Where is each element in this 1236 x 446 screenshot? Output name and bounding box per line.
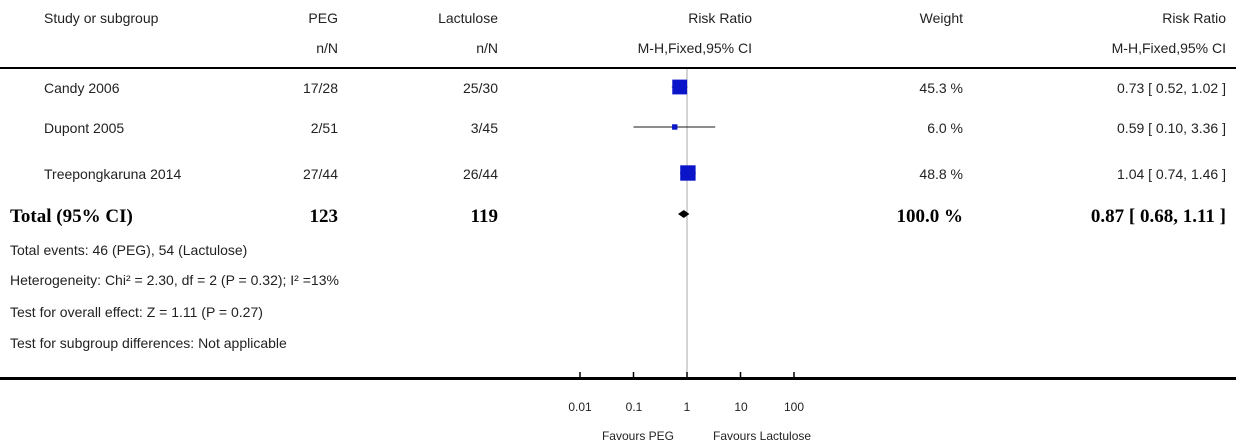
study-name: Candy 2006 bbox=[44, 80, 120, 96]
tick-label: 10 bbox=[734, 400, 748, 414]
header-study: Study or subgroup bbox=[44, 10, 159, 26]
header-risk-ratio-plot-sub: M-H,Fixed,95% CI bbox=[637, 40, 752, 56]
peg-events: 17/28 bbox=[302, 80, 338, 96]
study-ci: 0.59 [ 0.10, 3.36 ] bbox=[1117, 120, 1226, 136]
study-weight: 48.8 % bbox=[919, 166, 963, 182]
study-ci: 1.04 [ 0.74, 1.46 ] bbox=[1117, 166, 1226, 182]
header-peg-sub: n/N bbox=[316, 40, 338, 56]
tick-label: 0.1 bbox=[625, 400, 643, 414]
header-risk-ratio-plot: Risk Ratio bbox=[688, 10, 752, 26]
header-weight: Weight bbox=[919, 10, 963, 26]
pooled-diamond bbox=[678, 210, 690, 218]
overall-effect-note: Test for overall effect: Z = 1.11 (P = 0… bbox=[10, 304, 263, 320]
total-events-note: Total events: 46 (PEG), 54 (Lactulose) bbox=[10, 242, 248, 258]
total-weight: 100.0 % bbox=[896, 206, 964, 227]
lactulose-events: 3/45 bbox=[470, 120, 498, 136]
study-weight: 45.3 % bbox=[919, 80, 963, 96]
header-risk-ratio-ci-sub: M-H,Fixed,95% CI bbox=[1111, 40, 1226, 56]
study-marker bbox=[680, 165, 696, 181]
header-lactulose: Lactulose bbox=[438, 10, 498, 26]
total-label: Total (95% CI) bbox=[10, 206, 133, 227]
study-marker bbox=[672, 124, 678, 130]
total-lactulose: 119 bbox=[470, 206, 498, 227]
tick-label: 100 bbox=[783, 400, 805, 414]
favours-right-label: Favours Lactulose bbox=[713, 429, 812, 443]
header-risk-ratio-ci: Risk Ratio bbox=[1162, 10, 1226, 26]
study-name: Dupont 2005 bbox=[44, 120, 125, 136]
study-ci: 0.73 [ 0.52, 1.02 ] bbox=[1117, 80, 1226, 96]
lactulose-events: 25/30 bbox=[462, 80, 498, 96]
header-peg: PEG bbox=[308, 10, 338, 26]
peg-events: 2/51 bbox=[310, 120, 338, 136]
tick-label: 1 bbox=[683, 400, 691, 414]
total-peg: 123 bbox=[309, 206, 339, 227]
footer-rule bbox=[0, 377, 1236, 380]
lactulose-events: 26/44 bbox=[462, 166, 498, 182]
header-rule bbox=[0, 67, 1236, 69]
tick-label: 0.01 bbox=[568, 400, 592, 414]
heterogeneity-note: Heterogeneity: Chi² = 2.30, df = 2 (P = … bbox=[10, 272, 339, 288]
total-ci: 0.87 [ 0.68, 1.11 ] bbox=[1090, 206, 1226, 227]
study-marker bbox=[672, 79, 688, 95]
favours-left-label: Favours PEG bbox=[601, 429, 674, 443]
subgroup-diff-note: Test for subgroup differences: Not appli… bbox=[10, 335, 287, 351]
header-lactulose-sub: n/N bbox=[476, 40, 498, 56]
study-name: Treepongkaruna 2014 bbox=[44, 166, 182, 182]
peg-events: 27/44 bbox=[302, 166, 338, 182]
study-weight: 6.0 % bbox=[927, 120, 963, 136]
